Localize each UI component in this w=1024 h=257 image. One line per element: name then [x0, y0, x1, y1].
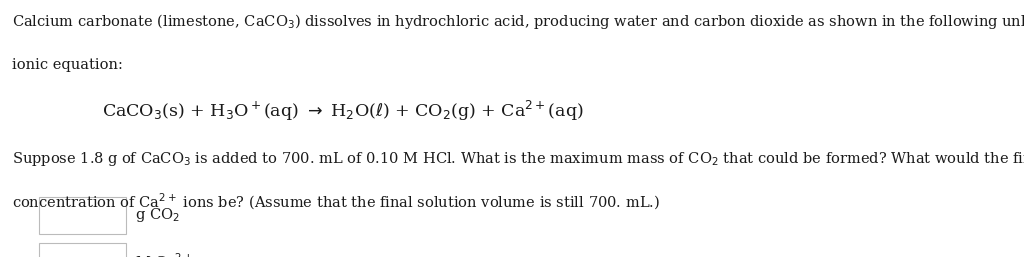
Text: CaCO$_3$(s) + H$_3$O$^+$(aq) $\rightarrow$ H$_2$O($\ell$) + CO$_2$(g) + Ca$^{2+}: CaCO$_3$(s) + H$_3$O$^+$(aq) $\rightarro… [102, 99, 584, 123]
Text: M Ca$^{2+}$: M Ca$^{2+}$ [135, 252, 193, 257]
FancyBboxPatch shape [39, 243, 126, 257]
Text: g CO$_2$: g CO$_2$ [135, 206, 180, 224]
Text: Suppose 1.8 g of CaCO$_3$ is added to 700. mL of 0.10 M HCl. What is the maximum: Suppose 1.8 g of CaCO$_3$ is added to 70… [12, 150, 1024, 168]
Text: Calcium carbonate (limestone, CaCO$_3$) dissolves in hydrochloric acid, producin: Calcium carbonate (limestone, CaCO$_3$) … [12, 12, 1024, 31]
FancyBboxPatch shape [39, 197, 126, 234]
Text: concentration of Ca$^{2+}$ ions be? (Assume that the final solution volume is st: concentration of Ca$^{2+}$ ions be? (Ass… [12, 191, 660, 212]
Text: ionic equation:: ionic equation: [12, 58, 123, 72]
